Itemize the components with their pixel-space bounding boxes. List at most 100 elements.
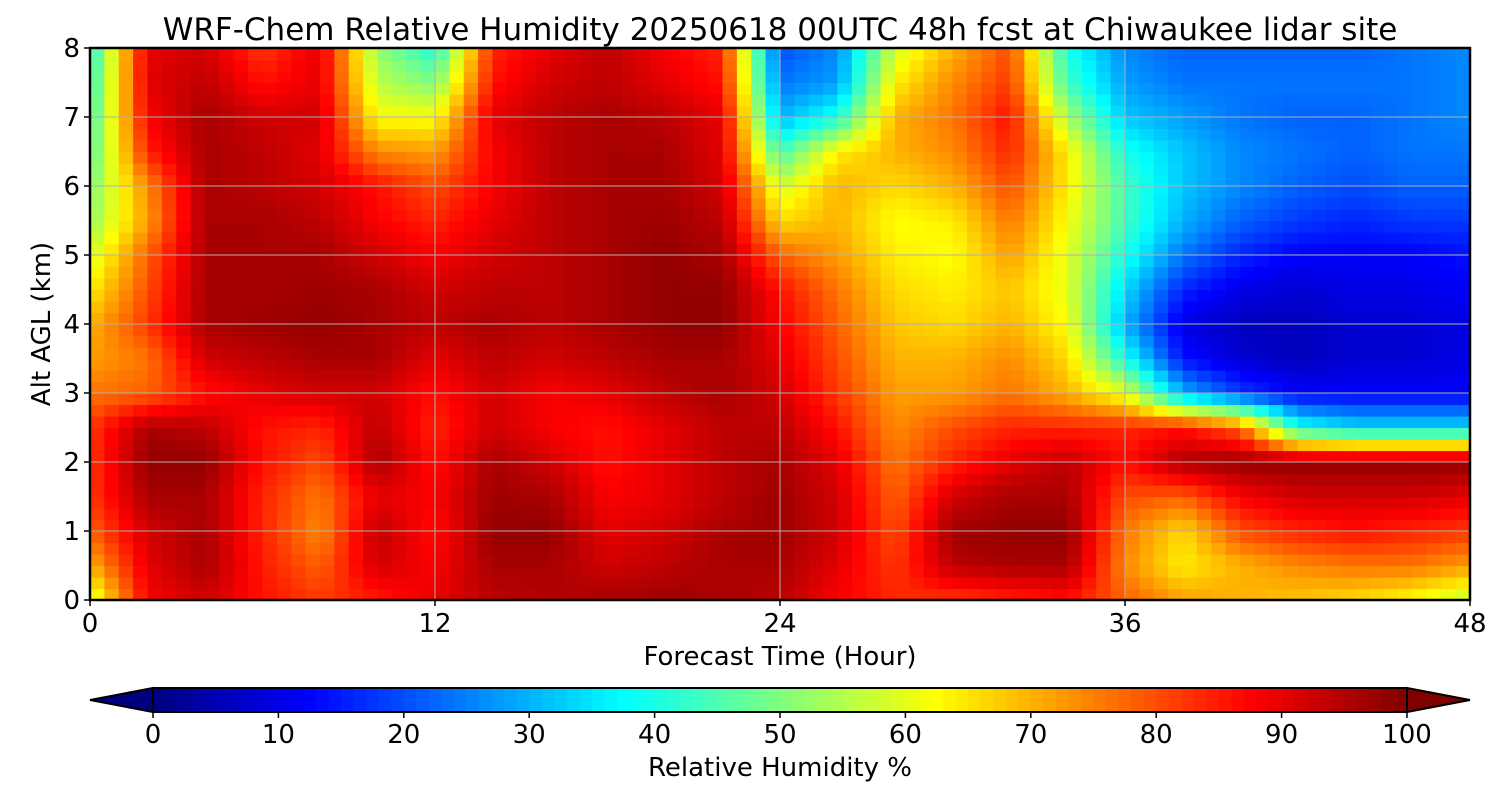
heatmap-cell (1369, 519, 1385, 532)
heatmap-cell (1455, 301, 1470, 314)
heatmap-cell (1369, 358, 1385, 371)
heatmap-cell (176, 519, 192, 532)
heatmap-cell (1268, 393, 1284, 406)
heatmap-cell (1441, 565, 1457, 578)
heatmap-cell (1081, 255, 1097, 268)
heatmap-cell (966, 508, 982, 521)
heatmap-cell (995, 105, 1011, 118)
heatmap-cell (1254, 48, 1270, 61)
heatmap-cell (161, 508, 177, 521)
heatmap-cell (909, 519, 925, 532)
heatmap-cell (262, 94, 278, 107)
heatmap-cell (233, 508, 249, 521)
colorbar-block (1068, 688, 1082, 712)
heatmap-cell (722, 174, 738, 187)
heatmap-cell (636, 312, 652, 325)
heatmap-cell (736, 450, 752, 463)
heatmap-cell (564, 140, 580, 153)
heatmap-cell (665, 324, 680, 337)
heatmap-cell (521, 542, 537, 555)
heatmap-cell (995, 370, 1011, 383)
heatmap-cell (751, 485, 767, 498)
heatmap-cell (808, 220, 824, 233)
heatmap-cell (1125, 439, 1140, 452)
heatmap-cell (765, 312, 781, 325)
heatmap-cell (435, 531, 450, 544)
heatmap-cell (895, 266, 910, 279)
heatmap-cell (233, 312, 249, 325)
heatmap-cell (923, 554, 939, 567)
heatmap-cell (995, 151, 1011, 164)
heatmap-cell (363, 439, 379, 452)
heatmap-cell (607, 485, 623, 498)
heatmap-cell (118, 439, 134, 452)
heatmap-cell (564, 105, 580, 118)
heatmap-cell (1412, 278, 1428, 291)
heatmap-cell (1196, 381, 1212, 394)
heatmap-cell (1326, 519, 1342, 532)
heatmap-cell (133, 151, 149, 164)
heatmap-cell (334, 209, 350, 222)
heatmap-cell (219, 393, 235, 406)
heatmap-cell (205, 151, 220, 164)
heatmap-cell (1326, 278, 1342, 291)
heatmap-cell (938, 416, 954, 429)
heatmap-cell (765, 531, 781, 544)
heatmap-cell (1196, 232, 1212, 245)
heatmap-cell (722, 82, 738, 95)
heatmap-cell (1010, 105, 1025, 118)
heatmap-cell (363, 508, 379, 521)
heatmap-cell (607, 128, 623, 141)
heatmap-cell (1297, 381, 1313, 394)
heatmap-cell (118, 427, 134, 440)
heatmap-cell (665, 255, 680, 268)
heatmap-cell (636, 140, 652, 153)
heatmap-cell (1398, 393, 1414, 406)
heatmap-cell (593, 289, 609, 302)
heatmap-cell (363, 140, 379, 153)
colorbar-block (930, 688, 944, 712)
heatmap-cell (463, 324, 479, 337)
heatmap-cell (923, 82, 939, 95)
heatmap-cell (1139, 542, 1155, 555)
heatmap-cell (1297, 105, 1313, 118)
heatmap-cell (1225, 94, 1241, 107)
heatmap-cell (679, 473, 695, 486)
heatmap-cell (1139, 278, 1155, 291)
heatmap-cell (521, 496, 537, 509)
heatmap-cell (952, 427, 968, 440)
heatmap-cell (938, 186, 954, 199)
heatmap-cell (780, 404, 795, 417)
heatmap-cell (808, 508, 824, 521)
heatmap-cell (1340, 370, 1356, 383)
heatmap-cell (1096, 577, 1112, 590)
heatmap-cell (722, 232, 738, 245)
heatmap-cell (1168, 335, 1184, 348)
heatmap-cell (377, 48, 393, 61)
heatmap-cell (708, 485, 724, 498)
heatmap-cell (1254, 450, 1270, 463)
heatmap-cell (1067, 128, 1083, 141)
heatmap-cell (550, 416, 565, 429)
heatmap-cell (420, 117, 436, 130)
heatmap-cell (621, 289, 637, 302)
heatmap-cell (435, 278, 450, 291)
heatmap-cell (1369, 404, 1385, 417)
heatmap-cell (1412, 94, 1428, 107)
heatmap-cell (1067, 496, 1083, 509)
heatmap-cell (1455, 370, 1470, 383)
heatmap-cell (90, 289, 105, 302)
heatmap-cell (866, 289, 882, 302)
heatmap-cell (923, 358, 939, 371)
heatmap-cell (550, 335, 565, 348)
heatmap-cell (176, 186, 192, 199)
heatmap-cell (1153, 197, 1169, 210)
heatmap-cell (463, 82, 479, 95)
heatmap-cell (205, 232, 220, 245)
heatmap-cell (420, 243, 436, 256)
heatmap-cell (348, 59, 364, 72)
heatmap-cell (1067, 427, 1083, 440)
heatmap-cell (1355, 358, 1370, 371)
heatmap-cell (1010, 542, 1025, 555)
heatmap-cell (665, 266, 680, 279)
